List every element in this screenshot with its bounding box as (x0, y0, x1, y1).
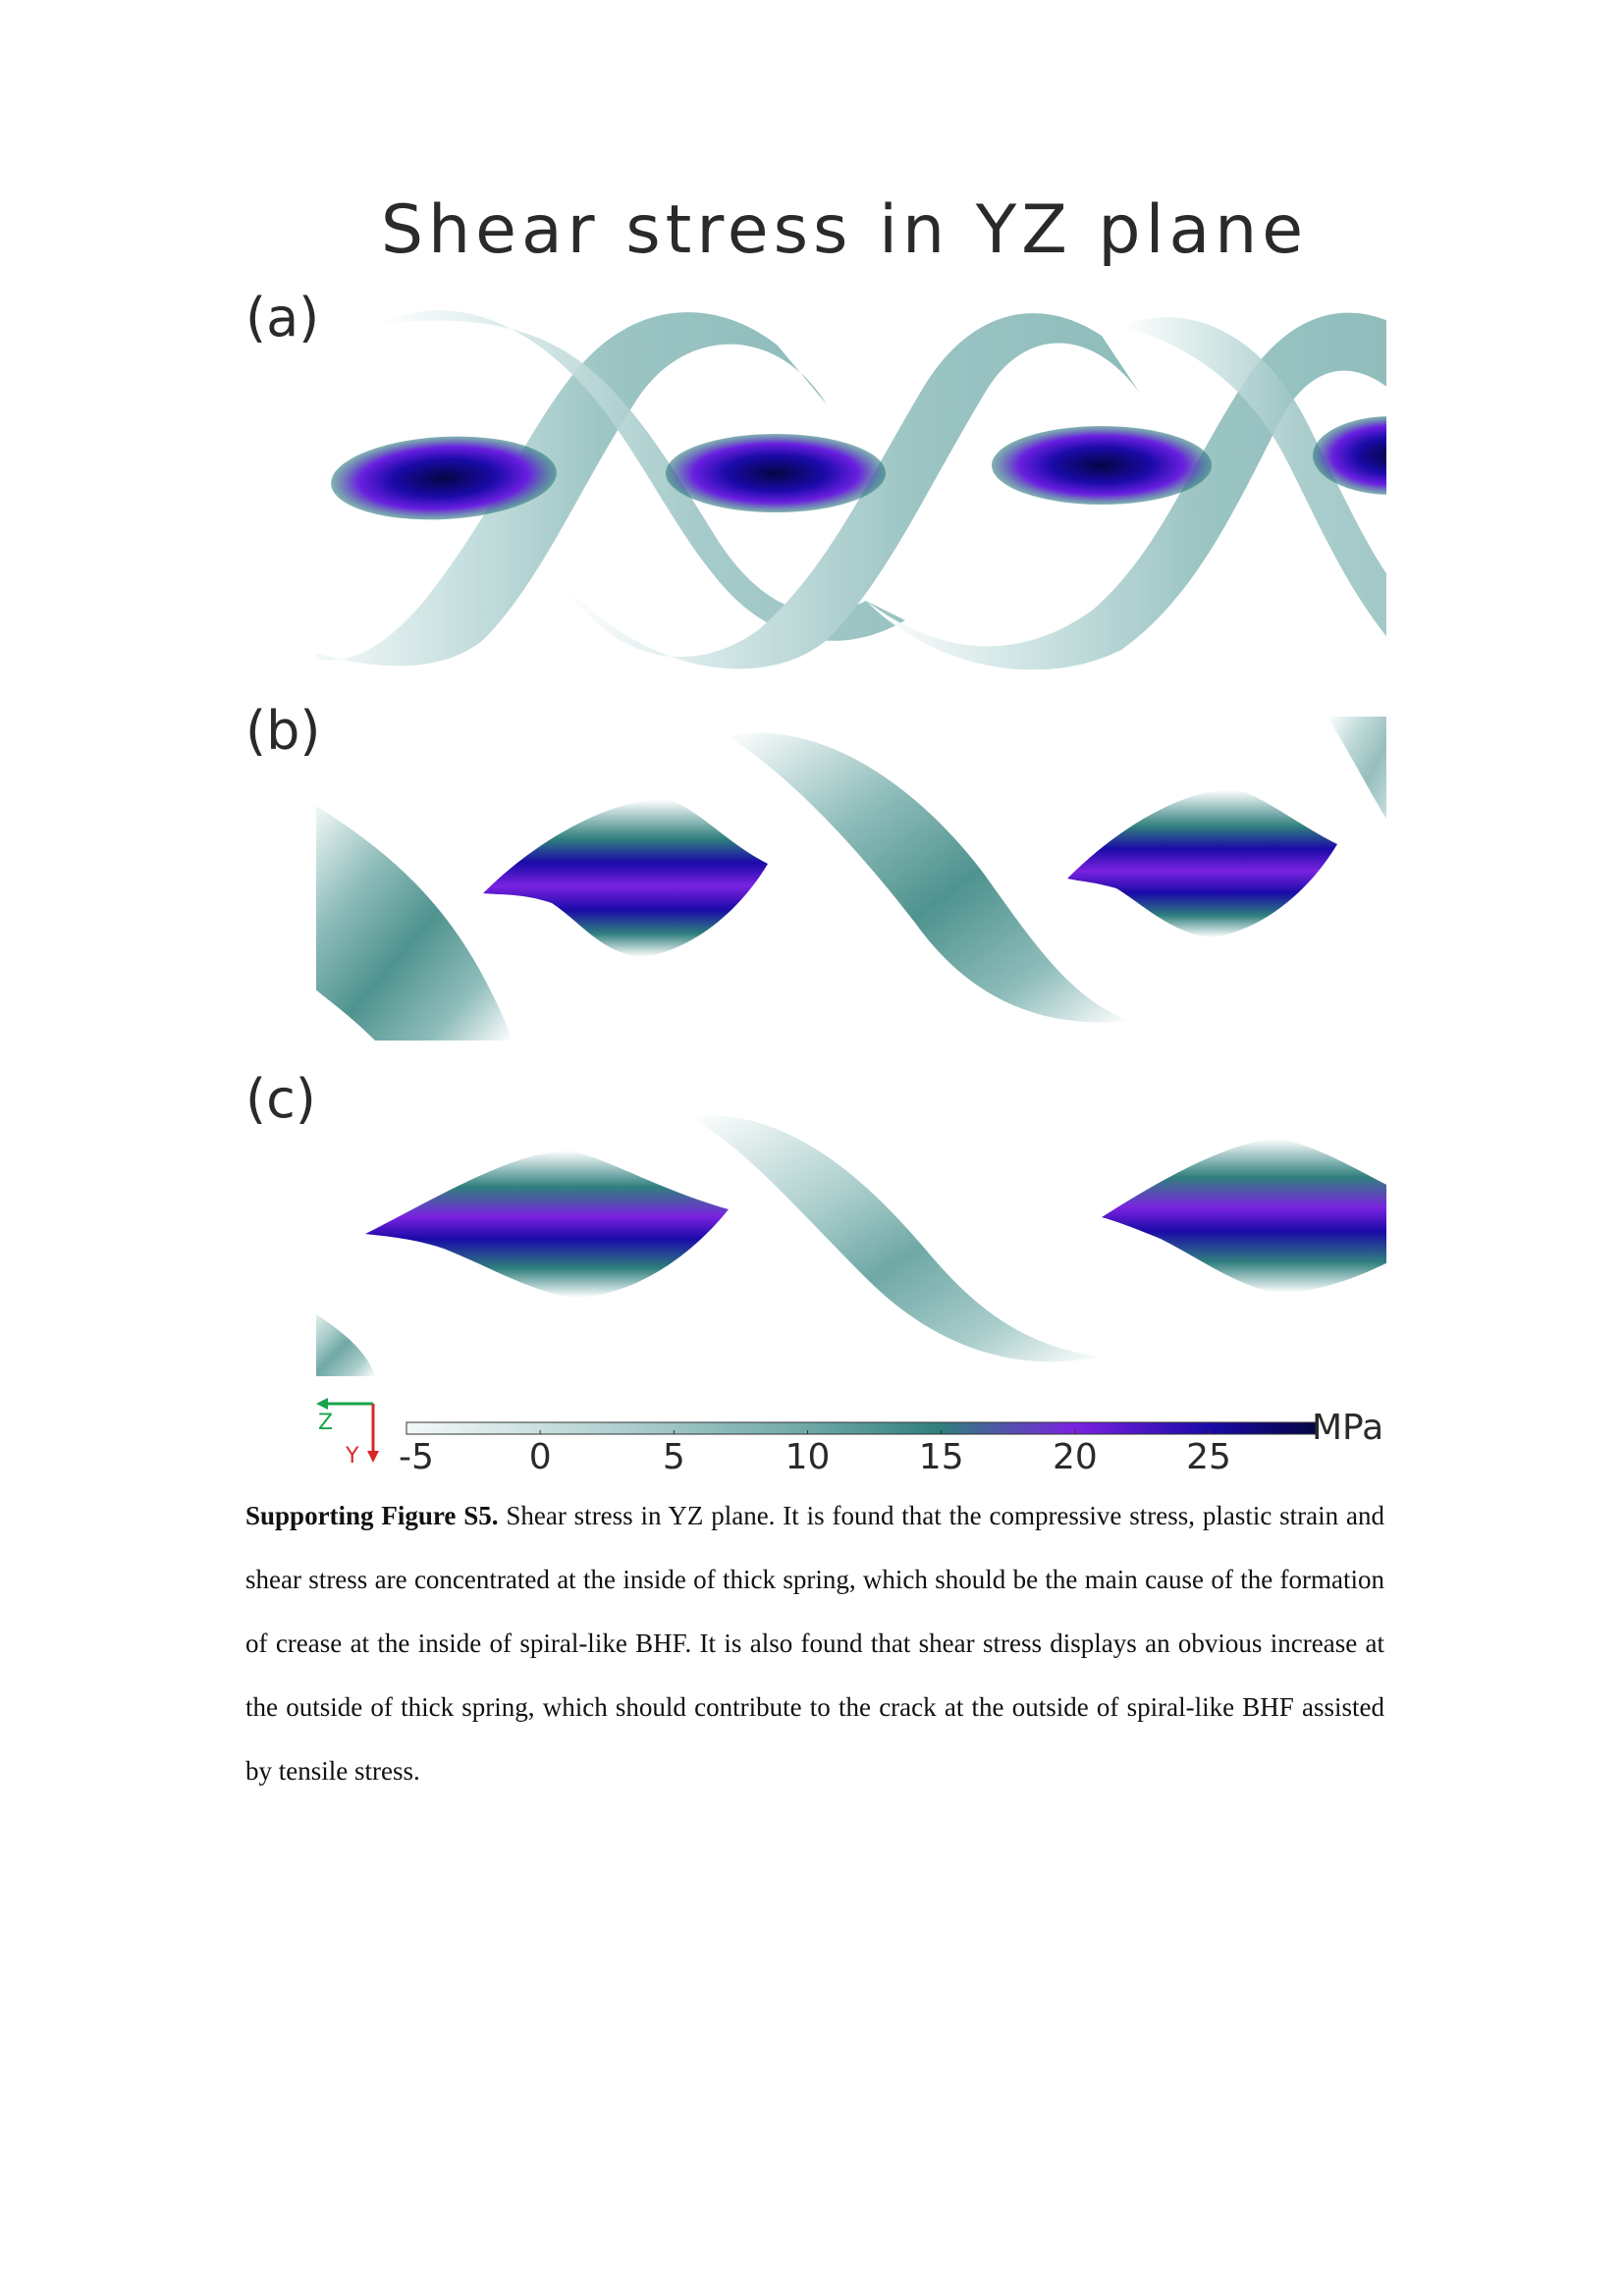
y-arrow-head-icon (367, 1451, 379, 1463)
caption-text: Shear stress in YZ plane. It is found th… (245, 1501, 1384, 1786)
colorbar-tick-label: 10 (785, 1437, 831, 1477)
figure-title: Shear stress in YZ plane (380, 191, 1309, 269)
colorbar-tick-label: -5 (399, 1437, 434, 1477)
colorbar-tick-label: 5 (662, 1437, 685, 1477)
panel-b-label: (b) (245, 700, 321, 762)
panel-c-image (316, 1115, 1386, 1376)
caption-label: Supporting Figure S5. (245, 1501, 499, 1530)
colorbar-unit: MPa (1312, 1408, 1384, 1448)
colorbar-tick-marks (406, 1430, 1210, 1434)
colorbar (406, 1421, 1317, 1435)
colorbar-tick-label: 25 (1186, 1437, 1231, 1477)
colorbar-tick-label: 15 (918, 1437, 964, 1477)
colorbar-gradient (406, 1421, 1317, 1435)
z-axis-label: Z (318, 1411, 333, 1435)
z-arrow-head-icon (316, 1398, 328, 1410)
panel-c-label: (c) (245, 1068, 316, 1130)
colorbar-tick-label: 20 (1052, 1437, 1098, 1477)
axis-triad: Z Y (316, 1398, 379, 1468)
figure-caption: Supporting Figure S5. Shear stress in YZ… (245, 1484, 1384, 1803)
panel-b-image (316, 717, 1386, 1041)
panel-a-label: (a) (245, 287, 320, 348)
colorbar-tick-label: 0 (528, 1437, 552, 1477)
y-axis-label: Y (345, 1444, 359, 1468)
panel-a-image (316, 310, 1386, 669)
